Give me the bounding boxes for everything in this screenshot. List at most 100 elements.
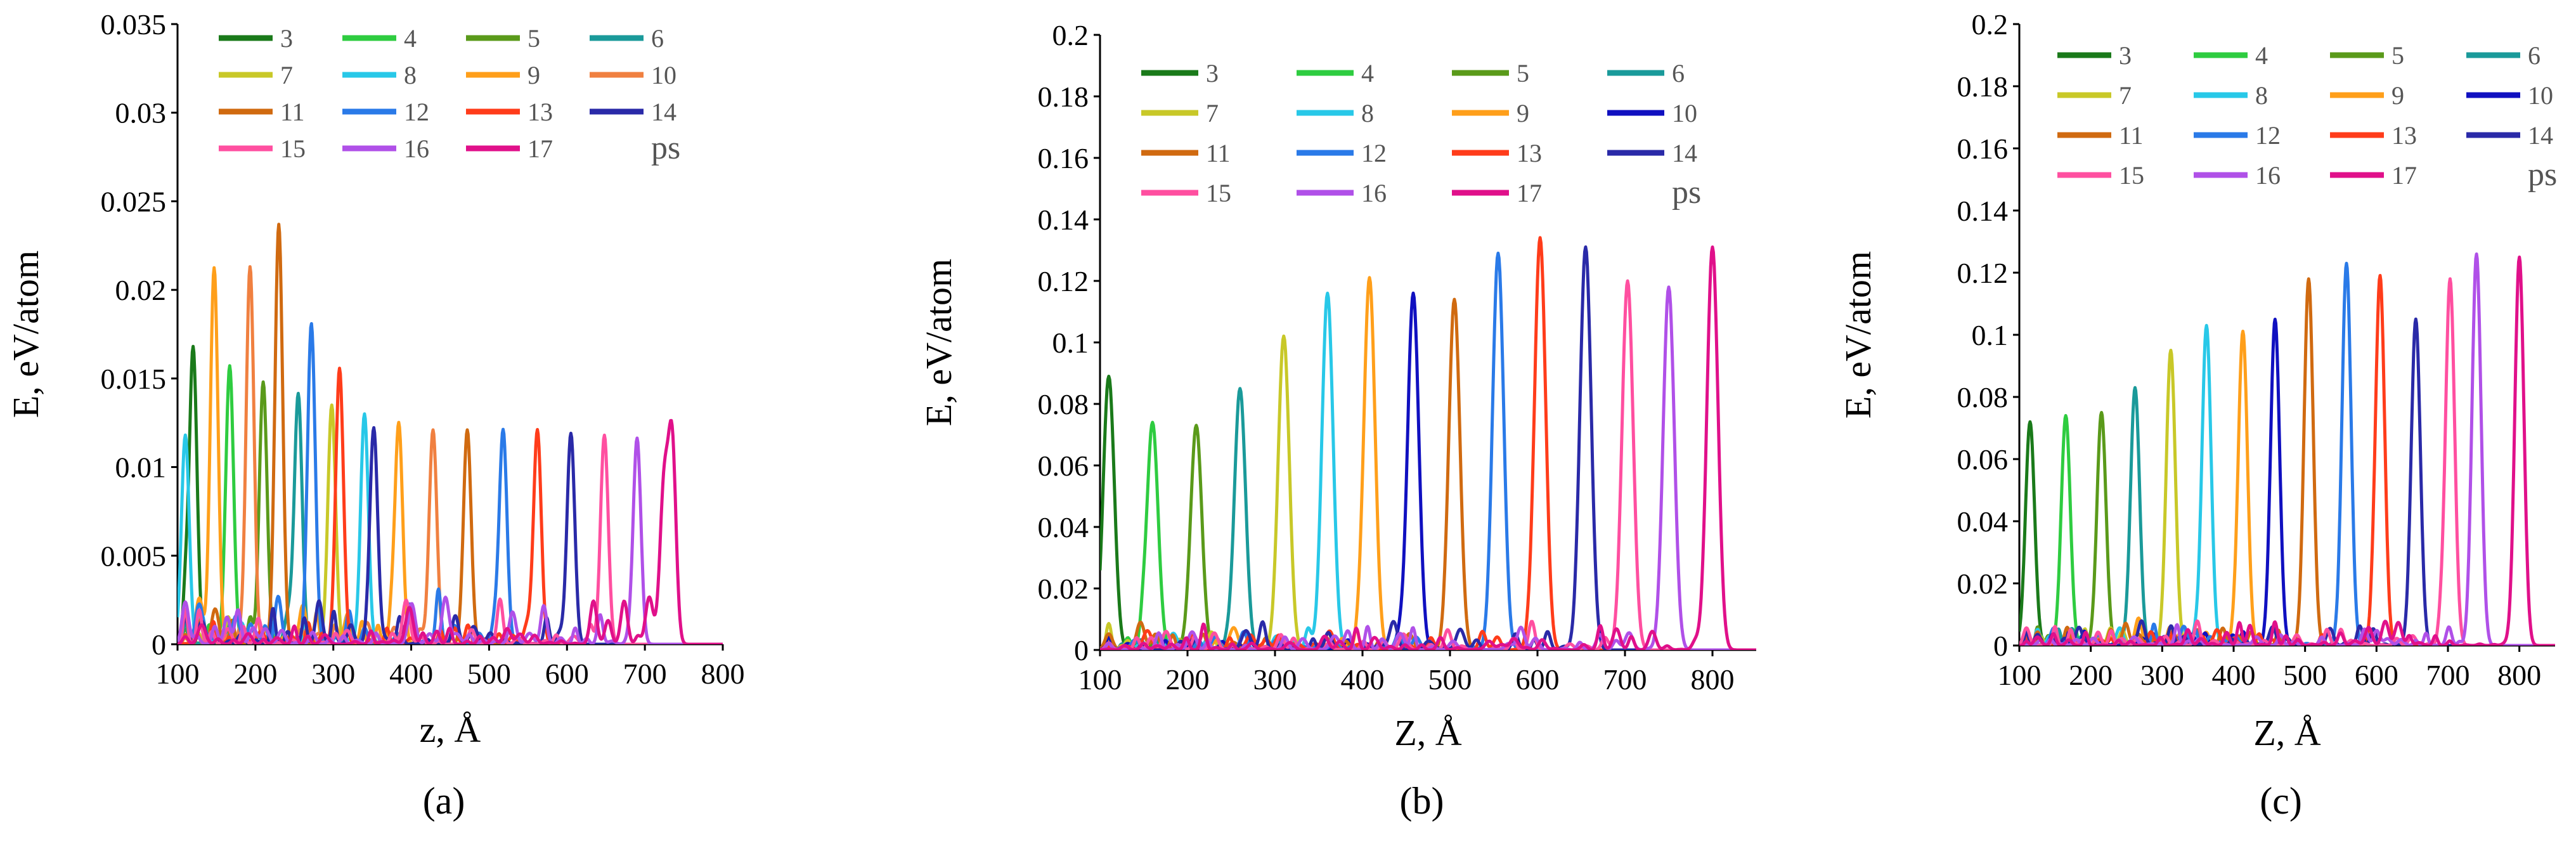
legend-label-11: 11 [280, 98, 305, 126]
series-line-5 [2019, 411, 2556, 646]
legend-label-13: 13 [527, 98, 553, 126]
legend-label-3: 3 [1206, 59, 1219, 88]
series-line-14 [2019, 317, 2556, 646]
series-line-7 [1100, 334, 1757, 650]
series-line-9 [2019, 329, 2556, 646]
y-tick-label: 0.02 [115, 274, 167, 306]
series-line-10 [2019, 318, 2556, 646]
legend-label-15: 15 [2119, 161, 2144, 190]
y-tick-label: 0.2 [1972, 8, 2009, 41]
legend-label-9: 9 [527, 61, 540, 89]
y-tick-label: 0.06 [1957, 443, 2009, 476]
y-tick-label: 0.1 [1052, 327, 1089, 359]
legend-label-6: 6 [2528, 41, 2540, 70]
legend-unit: ps [1672, 174, 1701, 211]
y-tick-label: 0 [1993, 630, 2008, 662]
x-tick-label: 800 [1691, 663, 1735, 696]
legend-label-10: 10 [1672, 99, 1697, 127]
legend-label-5: 5 [2392, 41, 2404, 70]
legend-label-6: 6 [651, 24, 664, 53]
series-line-8 [2019, 323, 2556, 646]
x-tick-label: 700 [623, 658, 667, 690]
x-tick-label: 600 [2355, 659, 2398, 691]
x-axis-label: z, Å [420, 709, 481, 750]
y-tick-label: 0.12 [1038, 265, 1089, 297]
x-tick-label: 600 [1516, 663, 1560, 696]
y-tick-label: 0.02 [1957, 568, 2009, 600]
y-tick-label: 0.06 [1038, 450, 1089, 482]
x-tick-label: 400 [1341, 663, 1385, 696]
legend-label-16: 16 [404, 134, 429, 163]
x-axis-label: Z, Å [1394, 712, 1461, 753]
x-tick-label: 300 [2140, 659, 2184, 691]
legend-label-7: 7 [1206, 99, 1219, 127]
legend-label-14: 14 [2528, 121, 2553, 150]
legend-label-11: 11 [2119, 121, 2144, 150]
legend-label-7: 7 [2119, 81, 2132, 110]
x-tick-label: 200 [1166, 663, 1210, 696]
legend-label-7: 7 [280, 61, 293, 89]
x-tick-label: 400 [389, 658, 433, 690]
chart-panel-b: 0 0.02 0.04 0.06 0.08 0.1 0.12 0.14 0.16 0.18 0.2 1… [918, 19, 1757, 822]
legend-label-10: 10 [651, 61, 676, 89]
y-tick-label: 0.14 [1957, 195, 2009, 227]
y-tick-label: 0.16 [1957, 133, 2009, 165]
y-tick-label: 0.08 [1038, 388, 1089, 420]
y-tick-label: 0.02 [1038, 573, 1089, 605]
x-tick-label: 100 [1078, 663, 1122, 696]
y-axis-label: E, eV/atom [918, 259, 959, 426]
y-tick-label: 0.01 [115, 451, 167, 484]
legend: 3 4 5 6 7 8 9 10 11 12 13 14 15 16 17 ps [2057, 41, 2557, 193]
legend: 3 4 5 6 7 8 9 10 11 12 13 14 15 16 17 ps [1141, 59, 1701, 211]
y-tick-label: 0.005 [101, 540, 167, 572]
legend-label-15: 15 [280, 134, 306, 163]
x-tick-label: 200 [233, 658, 277, 690]
legend-label-3: 3 [2119, 41, 2132, 70]
x-tick-label: 800 [701, 658, 745, 690]
legend-label-4: 4 [404, 24, 417, 53]
legend-label-5: 5 [527, 24, 540, 53]
x-axis-label: Z, Å [2253, 712, 2320, 753]
panel-label: (a) [423, 780, 465, 822]
series-line-17 [1100, 245, 1757, 650]
x-tick-label: 700 [1603, 663, 1647, 696]
legend-label-16: 16 [2255, 161, 2281, 190]
x-tick-label: 100 [156, 658, 200, 690]
y-axis-label: E, eV/atom [1837, 251, 1879, 419]
legend-label-5: 5 [1517, 59, 1529, 88]
y-tick-label: 0.04 [1038, 511, 1089, 543]
legend-label-17: 17 [527, 134, 553, 163]
legend-label-9: 9 [2392, 81, 2404, 110]
y-tick-label: 0.08 [1957, 381, 2009, 413]
panel-label: (b) [1400, 780, 1444, 822]
legend-label-16: 16 [1361, 179, 1387, 207]
series-line-16 [178, 436, 724, 644]
y-tick-label: 0.18 [1038, 81, 1089, 113]
y-tick-label: 0.16 [1038, 142, 1089, 174]
x-tick-label: 600 [545, 658, 589, 690]
legend-label-12: 12 [404, 98, 429, 126]
y-tick-label: 0.04 [1957, 505, 2009, 538]
legend-label-4: 4 [1361, 59, 1374, 88]
chart-panel-a: 0 0.005 0.01 0.015 0.02 0.025 0.03 0.035 100 200 3… [5, 8, 745, 822]
legend-label-9: 9 [1517, 99, 1529, 127]
y-tick-label: 0.035 [101, 8, 167, 41]
series-line-7 [2019, 349, 2556, 646]
x-tick-label: 500 [1428, 663, 1472, 696]
y-tick-label: 0.14 [1038, 204, 1089, 236]
x-tick-label: 500 [467, 658, 511, 690]
x-tick-label: 300 [311, 658, 355, 690]
y-tick-label: 0.025 [101, 185, 167, 217]
legend-label-8: 8 [1361, 99, 1374, 127]
plot-area [178, 223, 724, 644]
x-tick-label: 300 [1253, 663, 1297, 696]
y-tick-label: 0.2 [1052, 19, 1089, 51]
legend-label-12: 12 [2255, 121, 2281, 150]
legend-unit: ps [2528, 157, 2557, 193]
x-tick-label: 800 [2497, 659, 2541, 691]
legend-label-15: 15 [1206, 179, 1231, 207]
legend-unit: ps [651, 130, 680, 166]
legend-label-6: 6 [1672, 59, 1685, 88]
